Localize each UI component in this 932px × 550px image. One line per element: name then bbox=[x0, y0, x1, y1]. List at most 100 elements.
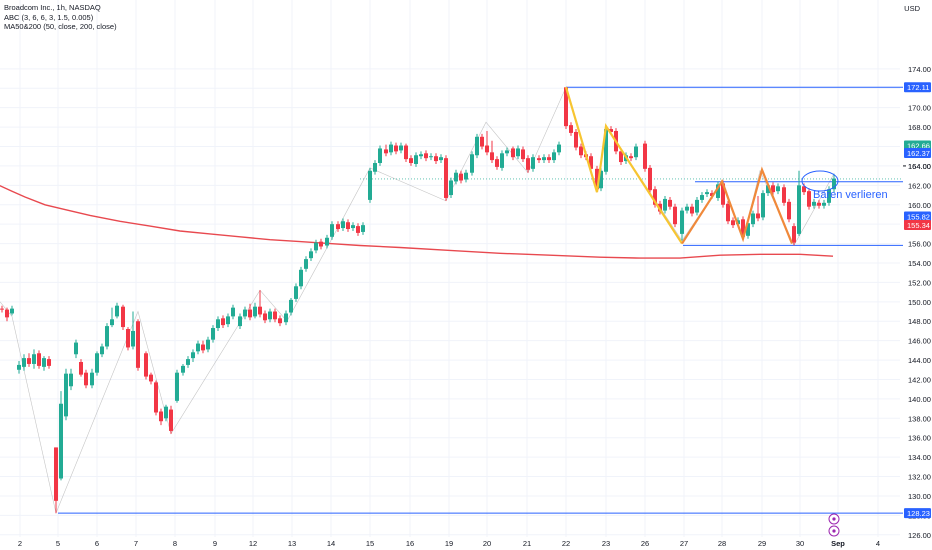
time-axis[interactable]: 2 5 6 7 8 9 12 13 14 15 16 19 20 21 22 23 26 27 28 29 30 Sep 4 bbox=[18, 539, 880, 548]
candle-up bbox=[341, 218, 345, 231]
candle-body bbox=[201, 344, 205, 351]
candle-up bbox=[505, 147, 509, 157]
candle-body bbox=[299, 269, 303, 287]
candle-down bbox=[336, 221, 340, 232]
candle-body bbox=[526, 158, 530, 170]
candle-down bbox=[5, 307, 9, 322]
candle-down bbox=[792, 223, 796, 246]
candle-body bbox=[599, 170, 603, 189]
candle-up bbox=[399, 142, 403, 154]
candle-body bbox=[414, 155, 418, 164]
x-tick-label: Sep bbox=[831, 539, 845, 548]
candle-body bbox=[716, 184, 720, 198]
x-tick-label: 6 bbox=[95, 539, 99, 548]
candle-body bbox=[373, 163, 377, 172]
candle-body bbox=[409, 158, 413, 164]
candle-body bbox=[394, 145, 398, 152]
candle-body bbox=[721, 183, 725, 205]
candle-down bbox=[319, 238, 323, 250]
candle-body bbox=[27, 358, 31, 364]
candle-up bbox=[351, 222, 355, 231]
event-markers[interactable] bbox=[828, 513, 840, 537]
candle-up bbox=[22, 354, 26, 371]
price-badge: 162.37 bbox=[904, 148, 931, 158]
candle-down bbox=[526, 155, 530, 173]
annotation-circle bbox=[801, 170, 839, 192]
candle-up bbox=[268, 308, 272, 323]
candle-down bbox=[394, 142, 398, 155]
candle-body bbox=[164, 406, 168, 419]
candle-down bbox=[569, 122, 573, 136]
candle-body bbox=[144, 353, 148, 377]
candle-body bbox=[690, 206, 694, 214]
candle-body bbox=[105, 326, 109, 347]
candle-body bbox=[231, 307, 235, 317]
x-tick-label: 12 bbox=[249, 539, 257, 548]
candle-up bbox=[115, 302, 119, 319]
badge-text: 155.34 bbox=[907, 221, 930, 230]
candle-down bbox=[480, 133, 484, 150]
candle-body bbox=[643, 143, 647, 169]
candle-body bbox=[22, 358, 26, 367]
candle-up bbox=[309, 248, 313, 262]
candle-up bbox=[95, 351, 99, 376]
candle-up bbox=[429, 153, 433, 161]
candle-down bbox=[136, 319, 140, 371]
candle-down bbox=[756, 196, 760, 222]
candle-down bbox=[629, 153, 633, 162]
candle-body bbox=[782, 187, 786, 203]
event-icon-dot bbox=[832, 529, 836, 533]
candle-up bbox=[231, 304, 235, 320]
candle-down bbox=[787, 198, 791, 223]
candle-body bbox=[325, 237, 329, 246]
candle-body bbox=[444, 158, 448, 198]
candle-down bbox=[731, 217, 735, 229]
y-tick-label: 162.00 bbox=[908, 181, 931, 190]
candle-up bbox=[500, 150, 504, 171]
candle-body bbox=[653, 189, 657, 205]
candle-body bbox=[59, 403, 63, 479]
candle-body bbox=[787, 201, 791, 220]
candle-down bbox=[547, 154, 551, 164]
x-tick-label: 28 bbox=[718, 539, 726, 548]
candle-body bbox=[389, 144, 393, 153]
candle-down bbox=[424, 150, 428, 162]
candle-down bbox=[648, 164, 652, 194]
x-tick-label: 26 bbox=[641, 539, 649, 548]
candle-down bbox=[273, 308, 277, 323]
candle-body bbox=[609, 129, 613, 132]
candle-body bbox=[54, 447, 58, 501]
candle-down bbox=[47, 356, 51, 369]
candle-body bbox=[351, 225, 355, 229]
candle-body bbox=[470, 154, 474, 173]
candle-body bbox=[378, 148, 382, 164]
candle-up bbox=[599, 167, 603, 192]
candle-body bbox=[64, 373, 68, 417]
candle-up bbox=[419, 151, 423, 160]
candle-down bbox=[434, 153, 438, 164]
candle-up bbox=[470, 151, 474, 176]
candle-body bbox=[221, 318, 225, 326]
candle-down bbox=[84, 369, 88, 389]
candle-body bbox=[361, 225, 365, 232]
candle-up bbox=[299, 266, 303, 290]
candle-body bbox=[206, 339, 210, 350]
candle-up bbox=[186, 356, 190, 368]
candle-body bbox=[595, 168, 599, 190]
candle-body bbox=[79, 362, 83, 375]
candle-body bbox=[695, 199, 699, 213]
candle-down bbox=[0, 305, 4, 313]
candle-body bbox=[817, 202, 821, 206]
candle-up bbox=[464, 169, 468, 183]
candle-body bbox=[356, 226, 360, 233]
candle-body bbox=[564, 87, 568, 127]
candle-body bbox=[169, 409, 173, 431]
candle-body bbox=[17, 364, 21, 370]
candle-body bbox=[196, 343, 200, 352]
candle-down bbox=[149, 372, 153, 385]
badge-text: 162.37 bbox=[907, 149, 930, 158]
price-axis[interactable]: 126.00128.00130.00132.00134.00136.00138.… bbox=[908, 65, 931, 540]
x-tick-label: 13 bbox=[288, 539, 296, 548]
